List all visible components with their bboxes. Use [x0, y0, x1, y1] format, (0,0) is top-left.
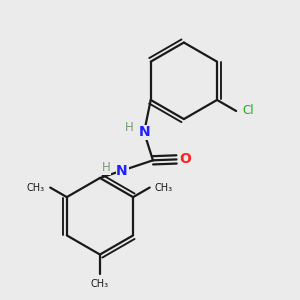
Text: CH₃: CH₃ — [91, 279, 109, 289]
Text: Cl: Cl — [243, 104, 254, 118]
Text: H: H — [101, 161, 110, 174]
Text: O: O — [179, 152, 191, 167]
Text: N: N — [116, 164, 128, 178]
Text: N: N — [138, 125, 150, 139]
Text: CH₃: CH₃ — [155, 182, 173, 193]
Text: CH₃: CH₃ — [27, 182, 45, 193]
Text: H: H — [124, 121, 133, 134]
